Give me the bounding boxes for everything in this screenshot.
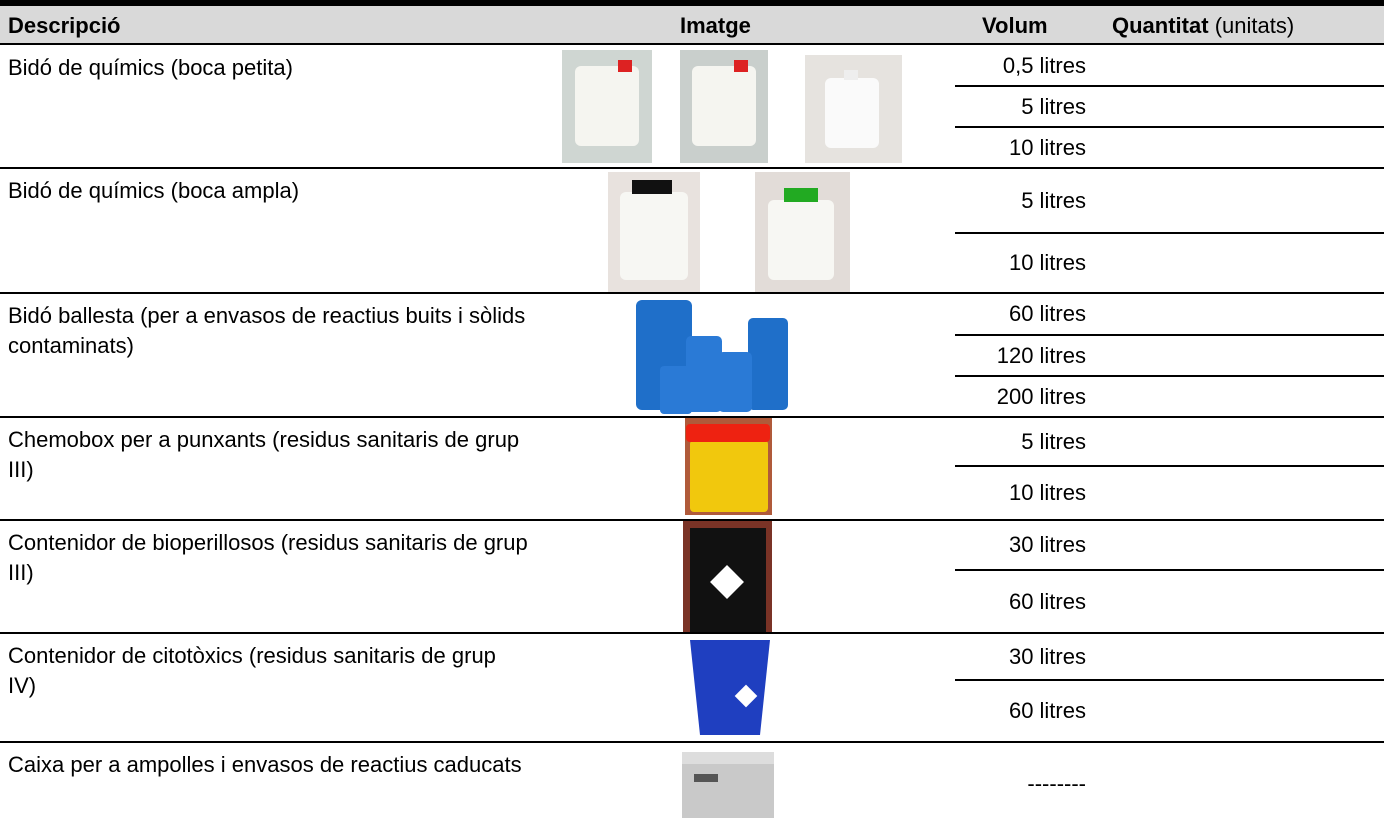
biohazard-bin-image (683, 520, 772, 632)
volume-cell: 10 litres (1008, 134, 1086, 160)
header-quantity: Quantitat (1112, 13, 1209, 38)
volume-cell: 5 litres (1021, 428, 1086, 454)
header-image: Imatge (680, 13, 751, 38)
volume-cell: 5 litres (1021, 187, 1086, 213)
sub-row-line (955, 334, 1384, 336)
row-line (0, 741, 1384, 743)
description-cell: Caixa per a ampolles i envasos de reacti… (8, 752, 522, 777)
row-line (0, 167, 1384, 169)
volume-cell: 10 litres (1008, 480, 1086, 505)
row-line (0, 632, 1384, 634)
sub-row-line (955, 232, 1384, 234)
header-row (0, 6, 1384, 44)
sub-row-line (955, 126, 1384, 128)
sub-row-line (955, 375, 1384, 377)
header-description: Descripció (8, 13, 121, 38)
volume-cell: 60 litres (1008, 301, 1086, 326)
volume-cell: 60 litres (1008, 698, 1086, 723)
row-line (0, 416, 1384, 418)
canister-image (562, 50, 902, 163)
header-line (0, 43, 1384, 45)
sub-row-line (955, 679, 1384, 681)
row-line (0, 292, 1384, 294)
description-cell: Bidó ballesta (per a envasos de reactius… (8, 303, 526, 358)
volume-cell: 60 litres (1008, 588, 1086, 614)
description-cell: Chemobox per a punxants (residus sanitar… (8, 427, 520, 482)
crate-image (682, 752, 774, 818)
description-cell: Bidó de químics (boca ampla) (8, 178, 300, 203)
description-cell: Contenidor de bioperillosos (residus san… (8, 530, 528, 585)
row-line (0, 519, 1384, 521)
wide-canister-image (608, 172, 850, 292)
volume-cell: 30 litres (1008, 532, 1086, 557)
volume-cell: 0,5 litres (1002, 52, 1086, 78)
volume-cell: -------- (1027, 770, 1086, 796)
volume-cell: 200 litres (996, 383, 1086, 409)
cytotoxic-bin-image (690, 640, 770, 735)
volume-cell: 120 litres (996, 342, 1086, 368)
sharps-box-image (685, 418, 772, 515)
sub-row-line (955, 569, 1384, 571)
drum-image (636, 300, 788, 414)
header-quantity-unit: (unitats) (1214, 13, 1295, 38)
description-cell: Contenidor de citotòxics (residus sanita… (8, 643, 496, 698)
description-cell: Bidó de químics (boca petita) (8, 55, 293, 80)
volume-cell: 30 litres (1008, 643, 1086, 669)
sub-row-line (955, 465, 1384, 467)
top-bar (0, 0, 1384, 6)
volume-cell: 5 litres (1021, 93, 1086, 119)
volume-cell: 10 litres (1008, 250, 1086, 275)
header-volume: Volum (982, 13, 1048, 38)
sub-row-line (955, 85, 1384, 87)
